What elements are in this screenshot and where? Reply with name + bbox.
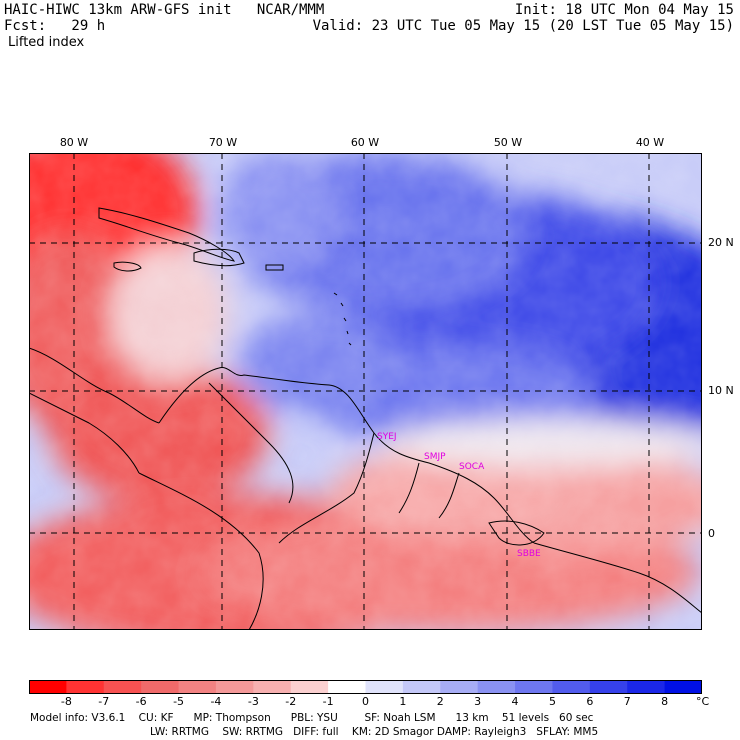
colorbar-cell	[515, 680, 553, 694]
colorbar-cell	[141, 680, 180, 694]
lat-label-20n: 20 N	[708, 236, 734, 249]
lon-label-50w: 50 W	[493, 136, 523, 149]
colorbar-tick-label: 1	[399, 695, 407, 708]
lon-label-60w: 60 W	[350, 136, 380, 149]
colorbar-unit: °C	[696, 695, 710, 708]
colorbar-cell	[552, 680, 591, 694]
colorbar-tick-label: -2	[285, 695, 297, 708]
colorbar-tick-label: 4	[511, 695, 519, 708]
colorbar-tick-label: -4	[210, 695, 222, 708]
colorbar-cell	[66, 680, 105, 694]
colorbar-tick-label: -1	[322, 695, 334, 708]
colorbar-tick-label: 3	[474, 695, 482, 708]
colorbar-cell	[29, 680, 67, 694]
lon-label-80w: 80 W	[59, 136, 89, 149]
colorbar-tick-label: 0	[362, 695, 369, 708]
colorbar-tick-label: -5	[173, 695, 185, 708]
map-frame	[29, 153, 702, 630]
colorbar-cell	[477, 680, 516, 694]
lon-label-40w: 40 W	[635, 136, 665, 149]
city-label-smjp: SMJP	[424, 452, 446, 462]
colorbar-cell	[664, 680, 702, 694]
graticule	[29, 153, 702, 630]
lon-label-70w: 70 W	[208, 136, 238, 149]
colorbar-cell	[103, 680, 142, 694]
valid-time: Valid: 23 UTC Tue 05 May 15 (20 LST Tue …	[312, 18, 734, 34]
init-time: Init: 18 UTC Mon 04 May 15	[514, 2, 734, 18]
colorbar-tick-label: 5	[548, 695, 556, 708]
lifted-index-map: SYEJ SMJP SOCA SBBE	[29, 153, 702, 630]
colorbar-cell	[365, 680, 404, 694]
colorbar	[29, 680, 702, 694]
forecast-hour: Fcst: 29 h	[4, 18, 106, 34]
colorbar-cell	[402, 680, 441, 694]
colorbar-tick-label: -7	[98, 695, 110, 708]
colorbar-tick-label: -8	[60, 695, 72, 708]
lat-label-0: 0	[708, 527, 715, 540]
city-label-sbbe: SBBE	[517, 549, 541, 559]
colorbar-tick-label: -6	[135, 695, 147, 708]
colorbar-tick-label: 6	[586, 695, 594, 708]
colorbar-tick-label: -3	[247, 695, 259, 708]
colorbar-cell	[328, 680, 366, 694]
colorbar-tick-label: 8	[661, 695, 669, 708]
city-label-syej: SYEJ	[377, 432, 397, 442]
colorbar-cell	[178, 680, 217, 694]
model-title: HAIC-HIWC 13km ARW-GFS init NCAR/MMM	[4, 2, 325, 18]
model-info-line1: Model info: V3.6.1 CU: KF MP: Thompson P…	[30, 712, 594, 724]
model-info-line2: LW: RRTMG SW: RRTMG DIFF: full KM: 2D Sm…	[150, 726, 599, 738]
colorbar-tick-label: 7	[623, 695, 631, 708]
colorbar-cell	[253, 680, 292, 694]
city-label-soca: SOCA	[459, 462, 485, 472]
colorbar-cell	[589, 680, 628, 694]
field-name: Lifted index	[8, 35, 85, 50]
colorbar-cell	[627, 680, 666, 694]
colorbar-cell	[290, 680, 329, 694]
colorbar-cell	[440, 680, 479, 694]
lat-label-10n: 10 N	[708, 384, 734, 397]
colorbar-cell	[215, 680, 254, 694]
coastlines	[29, 207, 702, 630]
colorbar-tick-label: 2	[436, 695, 444, 708]
